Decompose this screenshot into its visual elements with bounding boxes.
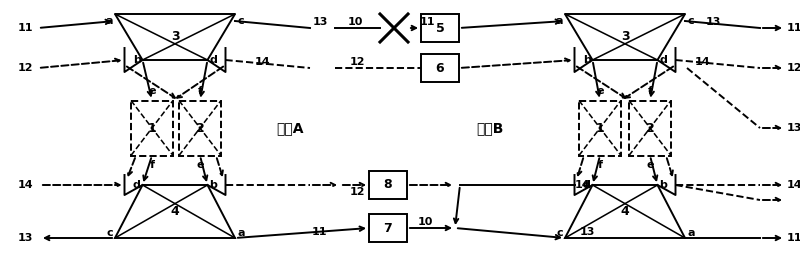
Text: 5: 5 [436, 22, 444, 34]
Text: a: a [687, 228, 694, 238]
Bar [369, 171, 407, 199]
Text: d: d [659, 55, 667, 65]
Bar [179, 100, 221, 155]
Text: d: d [582, 180, 590, 190]
Text: 1: 1 [596, 122, 604, 134]
Text: 13: 13 [706, 17, 722, 27]
Text: 14: 14 [787, 180, 800, 190]
Text: 11: 11 [787, 23, 800, 33]
Text: 13: 13 [787, 123, 800, 133]
Polygon shape [115, 14, 235, 60]
Text: d: d [210, 55, 218, 65]
Text: 2: 2 [196, 122, 204, 134]
Text: 14: 14 [575, 180, 590, 190]
Text: 13: 13 [580, 227, 595, 237]
Text: e: e [148, 87, 156, 96]
Text: c: c [687, 16, 694, 26]
Text: 11: 11 [420, 17, 435, 27]
Text: f: f [150, 160, 154, 170]
Text: b: b [210, 180, 218, 190]
Text: 12: 12 [350, 57, 366, 67]
Text: 14: 14 [18, 180, 34, 190]
Polygon shape [115, 185, 235, 238]
Text: f: f [198, 87, 202, 96]
Text: 10: 10 [348, 17, 363, 27]
Text: 14: 14 [255, 57, 270, 67]
Text: 节点A: 节点A [276, 121, 304, 135]
Text: e: e [596, 87, 604, 96]
Text: 13: 13 [18, 233, 34, 243]
Text: b: b [659, 180, 667, 190]
Bar [579, 100, 621, 155]
Bar [369, 214, 407, 242]
Text: d: d [133, 180, 141, 190]
Text: 4: 4 [170, 205, 179, 218]
Text: 11: 11 [18, 23, 34, 33]
Text: 8: 8 [384, 179, 392, 191]
Bar [421, 54, 459, 82]
Text: 13: 13 [313, 17, 328, 27]
Text: 7: 7 [384, 222, 392, 234]
Text: 节点B: 节点B [476, 121, 504, 135]
Text: 12: 12 [18, 63, 34, 73]
Text: e: e [646, 160, 654, 170]
Text: a: a [237, 228, 245, 238]
Text: 4: 4 [621, 205, 630, 218]
Text: c: c [106, 228, 113, 238]
Bar [131, 100, 173, 155]
Text: 14: 14 [695, 57, 710, 67]
Text: b: b [582, 55, 590, 65]
Text: 12: 12 [350, 187, 366, 197]
Text: 1: 1 [148, 122, 156, 134]
Text: a: a [106, 16, 113, 26]
Text: 6: 6 [436, 61, 444, 75]
Polygon shape [565, 185, 685, 238]
Text: 11: 11 [312, 227, 327, 237]
Text: 10: 10 [418, 217, 434, 227]
Text: c: c [556, 228, 563, 238]
Bar [629, 100, 671, 155]
Text: 2: 2 [646, 122, 654, 134]
Text: e: e [196, 160, 204, 170]
Text: f: f [598, 160, 602, 170]
Bar [421, 14, 459, 42]
Text: 3: 3 [170, 31, 179, 43]
Text: 12: 12 [787, 63, 800, 73]
Text: f: f [647, 87, 653, 96]
Text: 3: 3 [621, 31, 630, 43]
Text: c: c [237, 16, 244, 26]
Text: a: a [555, 16, 563, 26]
Text: b: b [133, 55, 141, 65]
Polygon shape [565, 14, 685, 60]
Text: 11: 11 [787, 233, 800, 243]
